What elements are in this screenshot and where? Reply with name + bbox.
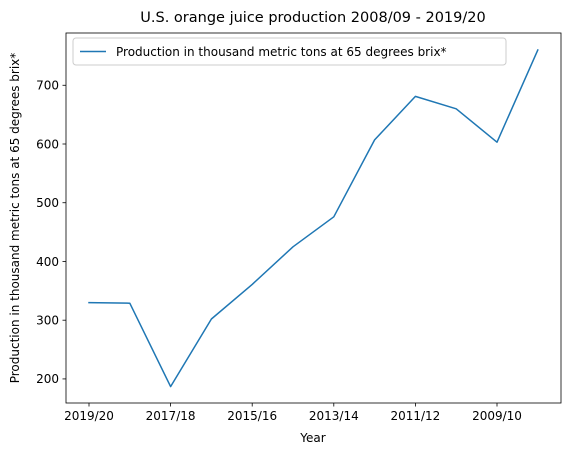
- y-tick-label: 500: [36, 196, 59, 210]
- y-tick-label: 200: [36, 372, 59, 386]
- x-tick-label: 2013/14: [309, 409, 359, 423]
- x-tick-label: 2011/12: [390, 409, 440, 423]
- series-layer: [89, 50, 538, 387]
- y-tick-label: 300: [36, 313, 59, 327]
- chart-title: U.S. orange juice production 2008/09 - 2…: [140, 10, 485, 26]
- legend: Production in thousand metric tons at 65…: [73, 38, 506, 65]
- y-tick-label: 600: [36, 137, 59, 151]
- legend-label: Production in thousand metric tons at 65…: [116, 45, 447, 59]
- y-tick-label: 700: [36, 79, 59, 93]
- x-tick-label: 2019/20: [64, 409, 114, 423]
- x-axis-label: Year: [299, 431, 325, 445]
- x-tick-label: 2015/16: [227, 409, 277, 423]
- y-axis-label: Production in thousand metric tons at 65…: [8, 53, 22, 384]
- x-tick-label: 2017/18: [146, 409, 196, 423]
- plot-frame: [66, 33, 561, 403]
- y-tick-label: 400: [36, 255, 59, 269]
- y-axis-ticks: 200 300 400 500 600 700: [36, 79, 66, 387]
- x-tick-label: 2009/10: [472, 409, 522, 423]
- series-line: [89, 50, 538, 387]
- x-axis-ticks: 2019/20 2017/18 2015/16 2013/14 2011/12 2009/…: [64, 403, 522, 423]
